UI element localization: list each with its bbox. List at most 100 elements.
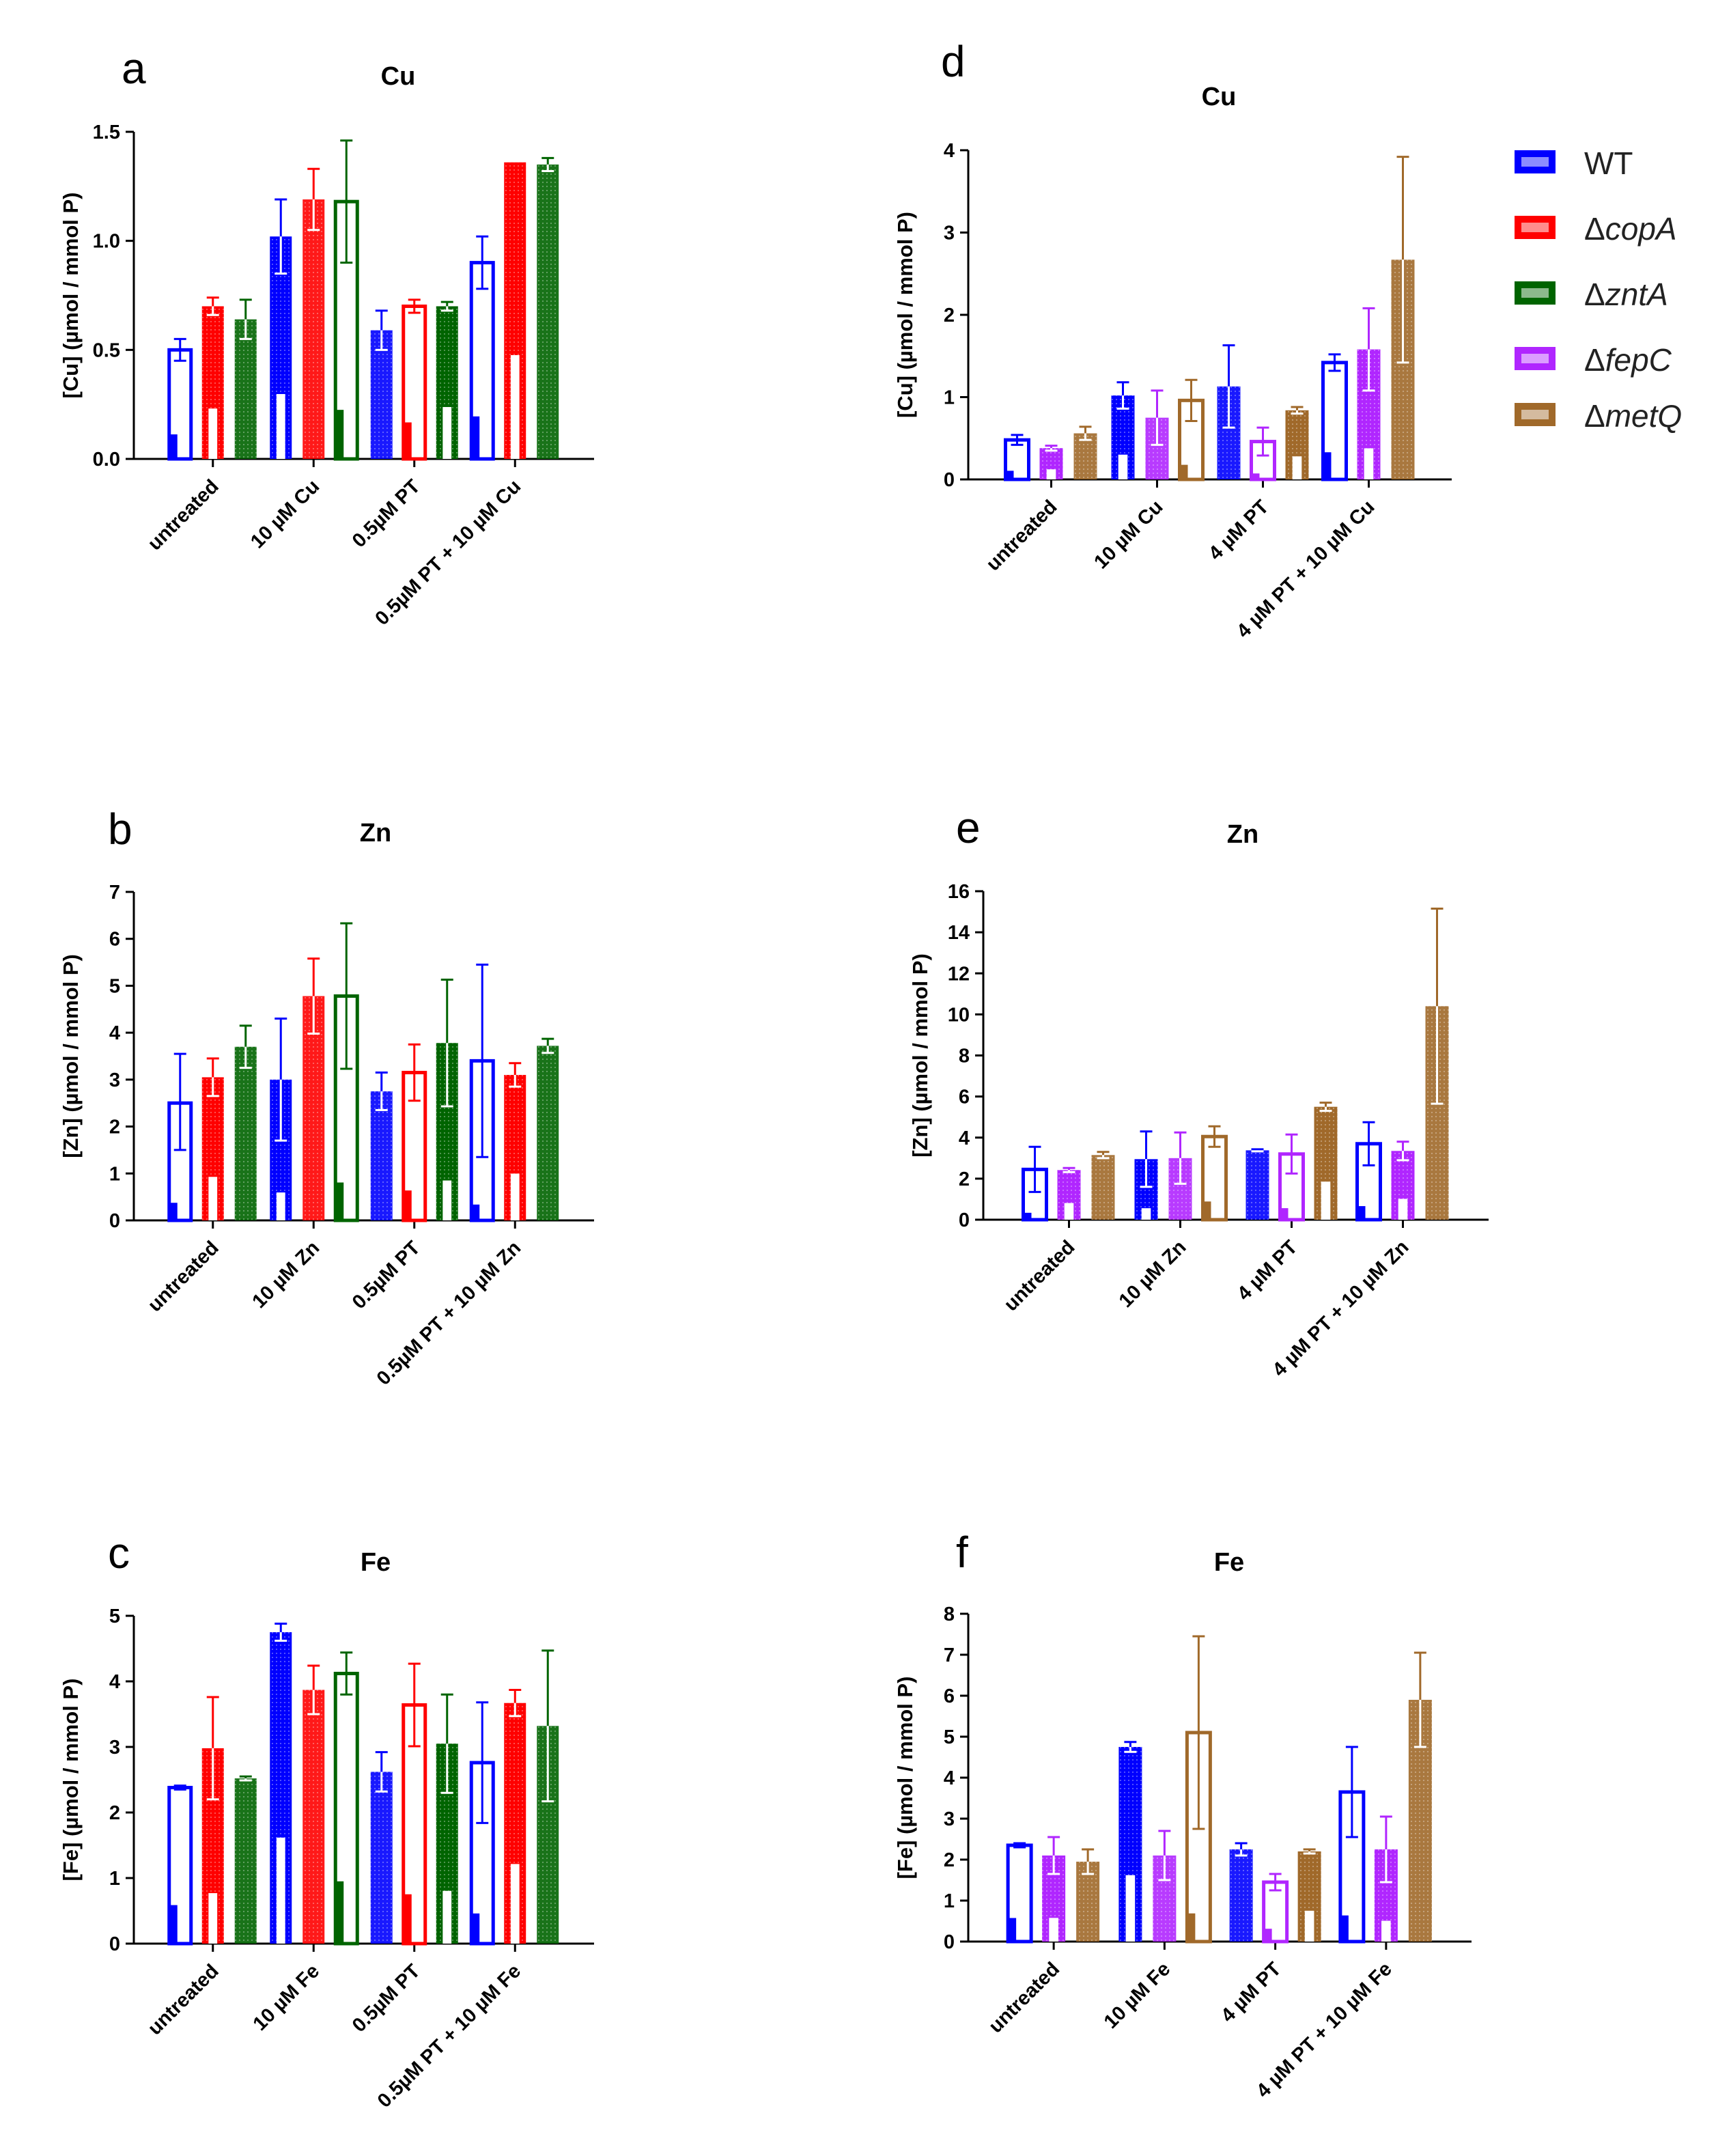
x-tick-label: 0.5µM PT xyxy=(348,475,425,552)
chart-title-e: Zn xyxy=(1227,820,1258,849)
bar-inner-gap xyxy=(208,1177,218,1220)
bar-texture xyxy=(537,1046,559,1220)
legend-item-fepc: ΔfepC xyxy=(1515,342,1672,378)
bar-inner-fill xyxy=(170,1203,178,1220)
y-tick-label: 2 xyxy=(109,1117,120,1138)
x-tick-label: untreated xyxy=(144,1960,223,2039)
y-axis-label-f: [Fe] (µmol / mmol P) xyxy=(893,1677,917,1879)
y-tick-label: 3 xyxy=(109,1069,120,1091)
bar-texture xyxy=(370,1772,393,1944)
chart-title-c: Fe xyxy=(361,1548,391,1577)
y-tick-label: 5 xyxy=(109,975,120,997)
bar-inner-gap xyxy=(1381,1920,1391,1942)
bar-inner-fill xyxy=(1009,1918,1017,1942)
bar-inner-gap xyxy=(208,408,218,459)
y-tick-label: 7 xyxy=(944,1644,955,1666)
bar-inner-fill xyxy=(1181,464,1188,479)
legend-item-wt: WT xyxy=(1515,145,1633,181)
bar-inner-fill xyxy=(170,434,178,459)
y-tick-label: 6 xyxy=(959,1087,970,1108)
bar-inner-fill xyxy=(404,1190,412,1220)
y-tick-label: 1 xyxy=(109,1868,120,1890)
bar-inner-fill xyxy=(1358,1206,1366,1220)
bar-inner-fill xyxy=(1324,452,1332,479)
y-tick-label: 0 xyxy=(959,1209,970,1231)
bar-inner-fill xyxy=(404,422,412,459)
legend-item-copa: ΔcopA xyxy=(1515,211,1677,247)
bar-inner-gap xyxy=(1125,1875,1136,1942)
bar-inner-gap xyxy=(1292,456,1302,479)
bar-inner-gap xyxy=(1304,1910,1314,1942)
bar-inner-gap xyxy=(1118,454,1128,479)
y-tick-label: 4 xyxy=(959,1128,970,1149)
y-tick-label: 2 xyxy=(944,1849,955,1871)
bar-texture xyxy=(537,164,559,459)
bar-inner-gap xyxy=(1141,1208,1151,1220)
bar-inner-gap xyxy=(510,1173,520,1220)
bar-inner-fill xyxy=(1007,471,1014,479)
chart-title-a: Cu xyxy=(381,62,416,91)
bar-texture xyxy=(1073,433,1097,479)
bar-inner-gap xyxy=(1398,1199,1408,1220)
y-tick-label: 0.5 xyxy=(93,339,120,361)
bar-texture xyxy=(234,1778,257,1944)
bar-texture xyxy=(1091,1155,1115,1220)
y-axis-label-a: [Cu] (µmol / mmol P) xyxy=(59,192,83,398)
bar-inner-fill xyxy=(404,1894,412,1944)
y-axis-label-d: [Cu] (µmol / mmol P) xyxy=(893,212,917,418)
x-tick-label: 10 µM Fe xyxy=(249,1960,324,2035)
bar-inner-fill xyxy=(1265,1929,1272,1942)
bar-inner-fill xyxy=(337,1881,344,1944)
y-tick-label: 16 xyxy=(948,881,970,903)
y-tick-label: 1 xyxy=(944,1890,955,1912)
bar-texture xyxy=(370,330,393,459)
y-tick-label: 5 xyxy=(944,1726,955,1748)
y-tick-label: 4 xyxy=(109,1022,120,1044)
legend-item-znta: ΔzntA xyxy=(1515,277,1668,312)
bar-texture xyxy=(1246,1150,1269,1220)
y-tick-label: 1 xyxy=(109,1163,120,1185)
legend-item-metq: ΔmetQ xyxy=(1515,398,1682,434)
y-tick-label: 4 xyxy=(944,1767,955,1789)
y-tick-label: 3 xyxy=(944,1808,955,1830)
x-tick-label: 10 µM Cu xyxy=(247,475,324,552)
panel-letter-b: b xyxy=(108,804,132,854)
y-tick-label: 0.0 xyxy=(93,449,120,471)
bar-inner-fill xyxy=(170,1905,178,1944)
y-tick-label: 0 xyxy=(944,1931,955,1953)
bar-inner-gap xyxy=(1321,1181,1331,1220)
chart-panel-c: c Fe [Fe] (µmol / mmol P) 0 1 2 3 4 5 untreated 10… xyxy=(59,1528,594,2112)
legend-label-wt: WT xyxy=(1584,145,1633,181)
bar-inner-gap xyxy=(276,393,285,459)
y-tick-label: 7 xyxy=(109,882,120,904)
bar-inner-gap xyxy=(1364,448,1374,479)
x-tick-label: 4 µM PT xyxy=(1217,1958,1286,2027)
bar-inner-gap xyxy=(1049,1918,1058,1942)
legend-label-fepc: ΔfepC xyxy=(1584,342,1672,378)
bar-texture xyxy=(234,319,257,459)
chart-panel-b: b Zn [Zn] (µmol / mmol P) 0 1 2 3 4 5 6 7 untreated… xyxy=(59,804,594,1390)
chart-panel-a: a Cu [Cu] (µmol / mmol P) 0.0 0.5 1.0 1.5 untre… xyxy=(59,44,594,630)
y-tick-label: 2 xyxy=(944,305,955,326)
x-tick-label: 10 µM Cu xyxy=(1090,496,1167,573)
x-tick-label: 0.5µM PT xyxy=(348,1960,425,2036)
y-tick-label: 6 xyxy=(109,929,120,951)
x-tick-label: untreated xyxy=(985,1958,1064,2037)
charts-layer: a Cu [Cu] (µmol / mmol P) 0.0 0.5 1.0 1.5 untre… xyxy=(59,37,1489,2112)
bar-inner-gap xyxy=(208,1893,218,1944)
bar-inner-gap xyxy=(1064,1203,1074,1220)
bar-inner-fill xyxy=(1341,1915,1349,1942)
y-tick-label: 2 xyxy=(959,1168,970,1190)
chart-panel-f: f Fe [Fe] (µmol / mmol P) 0 1 2 3 4 5 6 7 8 untreate… xyxy=(893,1528,1472,2102)
y-tick-label: 6 xyxy=(944,1685,955,1707)
chart-title-d: Cu xyxy=(1202,83,1237,111)
bar-inner-fill xyxy=(1252,473,1260,479)
bar-inner-fill xyxy=(337,1182,344,1220)
y-tick-label: 2 xyxy=(109,1802,120,1824)
y-tick-label: 1.5 xyxy=(93,122,120,143)
bar-inner-gap xyxy=(510,1864,520,1944)
bar-inner-gap xyxy=(442,1890,452,1944)
y-tick-label: 4 xyxy=(109,1671,120,1693)
panel-letter-c: c xyxy=(108,1528,130,1578)
